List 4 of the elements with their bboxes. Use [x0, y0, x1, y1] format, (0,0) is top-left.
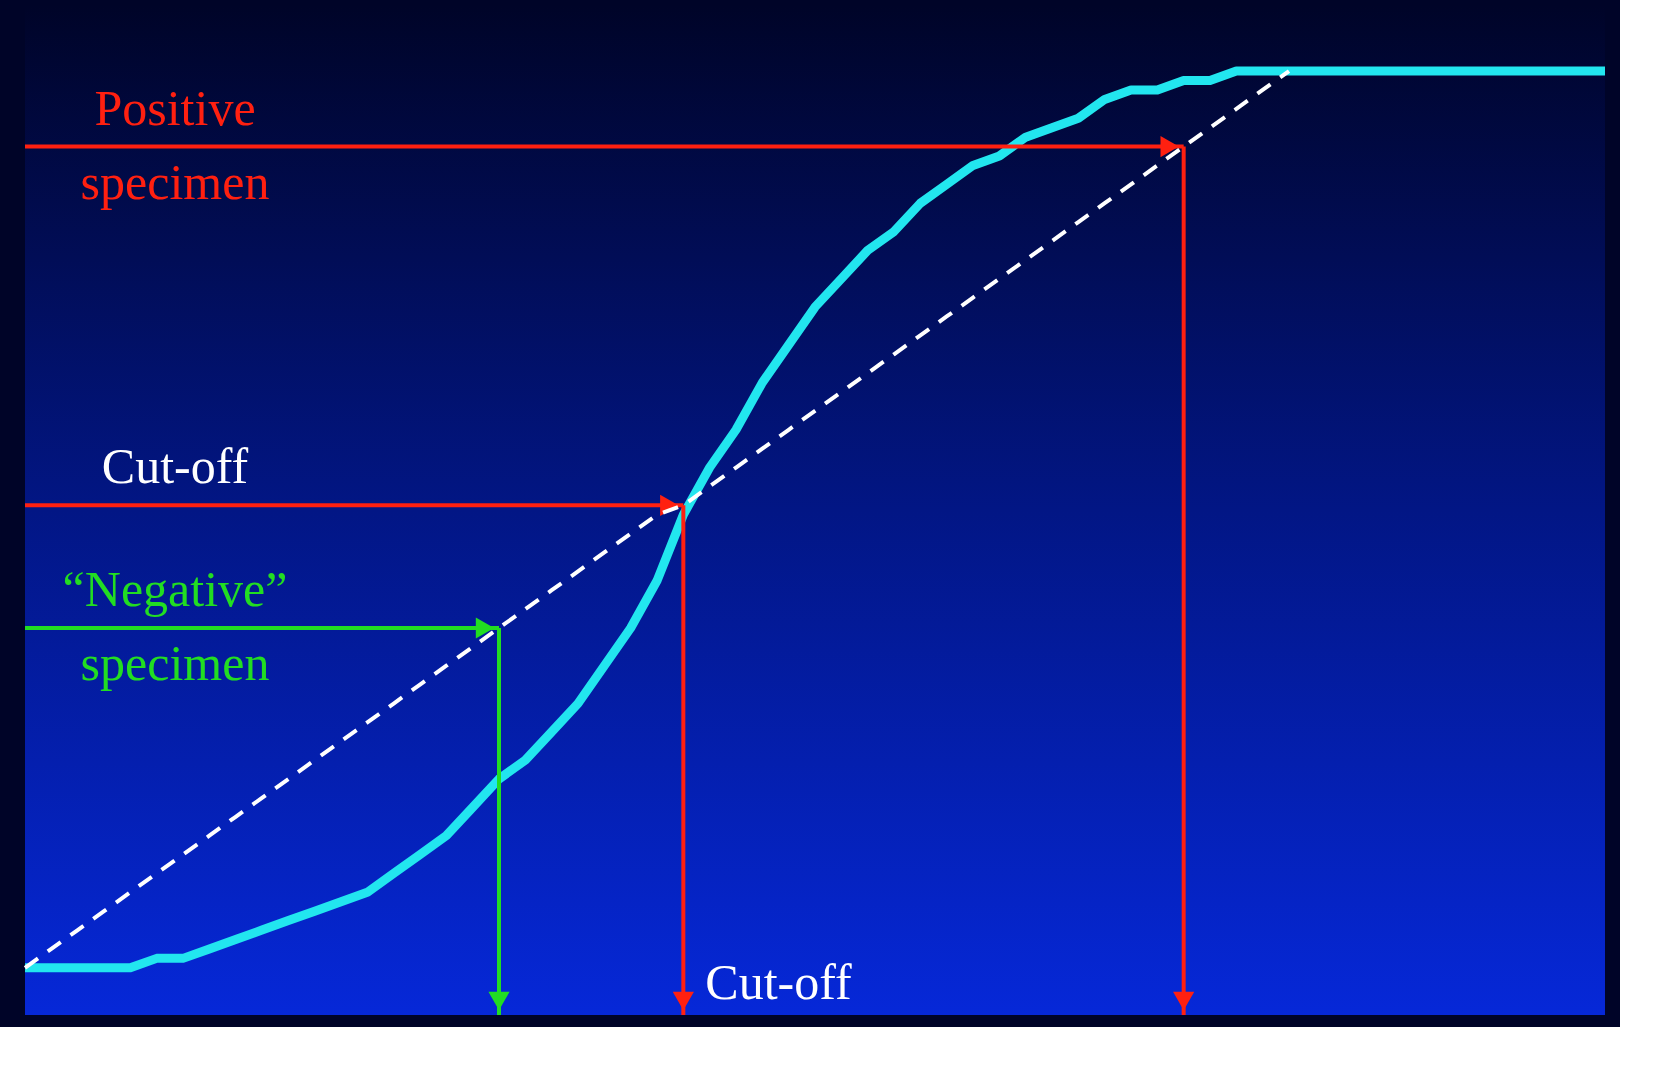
- annotation: “Negative” specimen: [62, 560, 288, 691]
- annotation: Positive specimen: [80, 79, 270, 210]
- annotation: Cut-off: [705, 954, 852, 1010]
- annotation: Cut-off: [101, 438, 249, 495]
